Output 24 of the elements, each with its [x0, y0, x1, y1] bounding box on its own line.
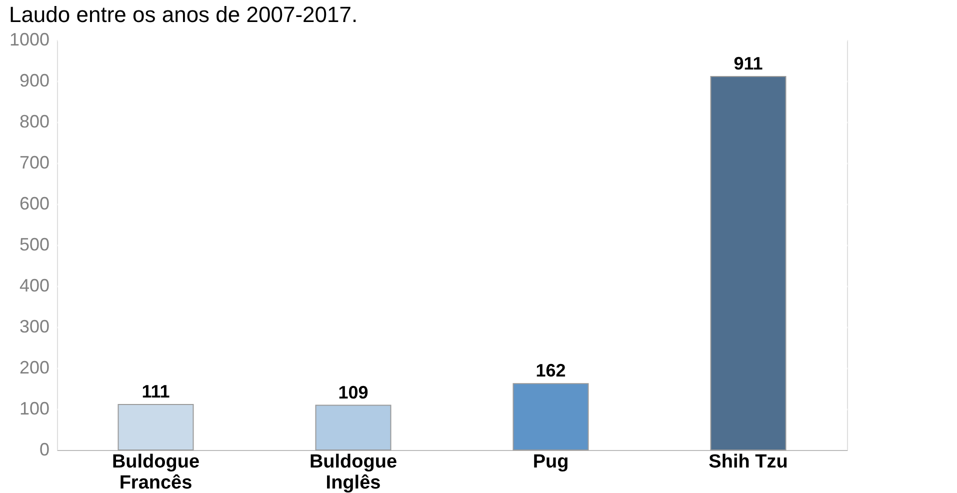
x-tick-label: Shih Tzu	[708, 452, 788, 472]
y-tick-label: 1000	[9, 30, 50, 50]
data-label: 109	[338, 382, 368, 402]
data-label: 162	[536, 360, 566, 381]
x-tick-label: Pug	[532, 452, 569, 472]
bar	[710, 76, 786, 450]
x-tick-label: Buldogue Inglês	[309, 452, 398, 493]
y-tick-label: 700	[19, 152, 50, 172]
y-tick-label: 100	[19, 398, 50, 418]
y-tick-label: 600	[19, 194, 50, 214]
bar	[118, 404, 194, 450]
bar	[512, 383, 589, 450]
y-tick-label: 200	[19, 358, 50, 378]
bar	[315, 404, 392, 450]
y-tick-label: 300	[19, 316, 50, 336]
chart-title: Laudo entre os anos de 2007-2017.	[8, 2, 358, 27]
y-tick-label: 800	[19, 112, 50, 132]
y-tick-label: 500	[19, 234, 50, 254]
data-label: 911	[734, 53, 763, 74]
y-tick-label: 0	[39, 440, 50, 460]
data-label: 111	[142, 381, 170, 402]
y-tick-label: 400	[19, 276, 50, 296]
y-tick-label: 900	[19, 70, 50, 90]
x-tick-label: Buldogue Francês	[112, 452, 200, 493]
